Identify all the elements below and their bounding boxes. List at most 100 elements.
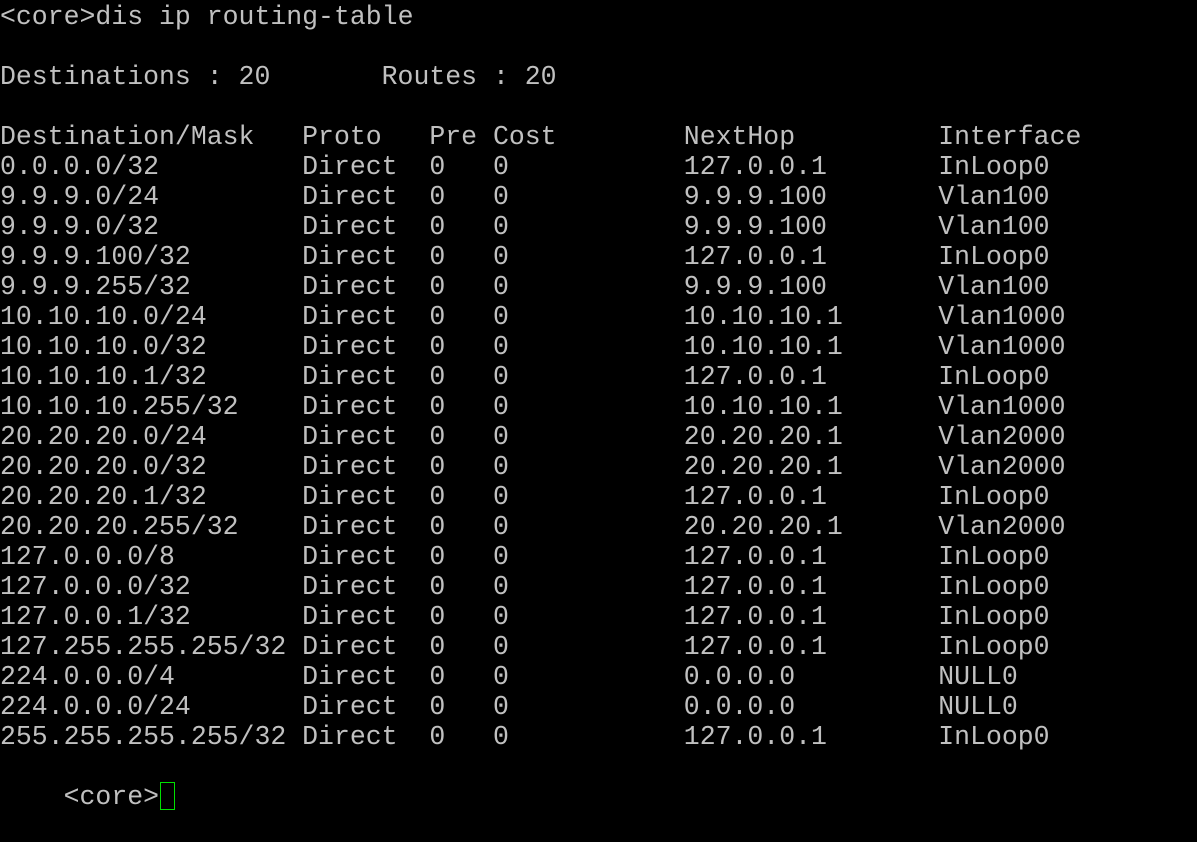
cell-proto: Direct xyxy=(302,362,398,392)
cell-interface: NULL0 xyxy=(938,692,1018,722)
cell-nexthop: 127.0.0.1 xyxy=(683,482,827,512)
destinations-count: Destinations : 20 xyxy=(0,62,271,92)
cell-proto: Direct xyxy=(302,212,398,242)
cell-proto: Direct xyxy=(302,602,398,632)
cell-interface: InLoop0 xyxy=(938,722,1050,752)
cell-interface: InLoop0 xyxy=(938,572,1050,602)
cell-pre: 0 xyxy=(429,332,446,362)
cell-pre: 0 xyxy=(429,632,446,662)
table-header: Destination/Mask Proto Pre Cost NextHop … xyxy=(0,122,1197,152)
table-row: 0.0.0.0/32 Direct 0 0 127.0.0.1 InLoop0 xyxy=(0,152,1197,182)
cell-nexthop: 127.0.0.1 xyxy=(683,632,827,662)
cell-cost: 0 xyxy=(492,212,509,242)
cell-cost: 0 xyxy=(492,542,509,572)
cell-nexthop: 10.10.10.1 xyxy=(683,302,843,332)
command-line: <core>dis ip routing-table xyxy=(0,2,414,32)
cell-interface: Vlan1000 xyxy=(938,392,1066,422)
table-row: 9.9.9.0/32 Direct 0 0 9.9.9.100 Vlan100 xyxy=(0,212,1197,242)
cell-interface: InLoop0 xyxy=(938,482,1050,512)
table-row: 20.20.20.0/32 Direct 0 0 20.20.20.1 Vlan2000 xyxy=(0,452,1197,482)
cell-nexthop: 20.20.20.1 xyxy=(683,512,843,542)
cell-interface: InLoop0 xyxy=(938,542,1050,572)
cell-destination: 20.20.20.0/24 xyxy=(0,422,207,452)
cell-nexthop: 10.10.10.1 xyxy=(683,332,843,362)
table-row: 20.20.20.255/32 Direct 0 0 20.20.20.1 Vlan200… xyxy=(0,512,1197,542)
cell-cost: 0 xyxy=(492,242,509,272)
cell-nexthop: 20.20.20.1 xyxy=(683,422,843,452)
table-row: 9.9.9.255/32 Direct 0 0 9.9.9.100 Vlan100 xyxy=(0,272,1197,302)
prompt: <core> xyxy=(63,782,160,812)
cell-nexthop: 127.0.0.1 xyxy=(683,242,827,272)
summary-line: Destinations : 20 Routes : 20 xyxy=(0,62,1197,92)
table-row: 224.0.0.0/24 Direct 0 0 0.0.0.0 NULL0 xyxy=(0,692,1197,722)
cell-destination: 127.255.255.255/32 xyxy=(0,632,287,662)
cell-interface: Vlan2000 xyxy=(938,452,1066,482)
cursor xyxy=(160,782,176,810)
cell-proto: Direct xyxy=(302,242,398,272)
cell-destination: 10.10.10.0/32 xyxy=(0,332,207,362)
cell-nexthop: 127.0.0.1 xyxy=(683,572,827,602)
cell-cost: 0 xyxy=(492,512,509,542)
cell-nexthop: 9.9.9.100 xyxy=(683,272,827,302)
prompt-line[interactable]: <core> xyxy=(0,752,1197,812)
cell-cost: 0 xyxy=(492,392,509,422)
cell-cost: 0 xyxy=(492,332,509,362)
cell-destination: 0.0.0.0/32 xyxy=(0,152,160,182)
cell-pre: 0 xyxy=(429,212,446,242)
cell-nexthop: 127.0.0.1 xyxy=(683,362,827,392)
cell-proto: Direct xyxy=(302,722,398,752)
cell-nexthop: 127.0.0.1 xyxy=(683,602,827,632)
table-row: 20.20.20.1/32 Direct 0 0 127.0.0.1 InLoop0 xyxy=(0,482,1197,512)
cell-interface: Vlan1000 xyxy=(938,332,1066,362)
cell-destination: 127.0.0.0/8 xyxy=(0,542,175,572)
cell-pre: 0 xyxy=(429,272,446,302)
cell-interface: Vlan2000 xyxy=(938,512,1066,542)
table-row: 10.10.10.0/32 Direct 0 0 10.10.10.1 Vlan1000 xyxy=(0,332,1197,362)
cell-pre: 0 xyxy=(429,512,446,542)
cell-cost: 0 xyxy=(492,272,509,302)
cell-interface: Vlan100 xyxy=(938,212,1050,242)
table-row: 9.9.9.100/32 Direct 0 0 127.0.0.1 InLoop0 xyxy=(0,242,1197,272)
cell-pre: 0 xyxy=(429,362,446,392)
cell-cost: 0 xyxy=(492,632,509,662)
cell-proto: Direct xyxy=(302,332,398,362)
cell-nexthop: 127.0.0.1 xyxy=(683,152,827,182)
cell-destination: 20.20.20.0/32 xyxy=(0,452,207,482)
cell-pre: 0 xyxy=(429,152,446,182)
table-row: 127.255.255.255/32 Direct 0 0 127.0.0.1 InLoo… xyxy=(0,632,1197,662)
table-row: 10.10.10.0/24 Direct 0 0 10.10.10.1 Vlan1000 xyxy=(0,302,1197,332)
cell-destination: 20.20.20.1/32 xyxy=(0,482,207,512)
cell-interface: InLoop0 xyxy=(938,602,1050,632)
cell-pre: 0 xyxy=(429,482,446,512)
cell-destination: 20.20.20.255/32 xyxy=(0,512,239,542)
table-row: 224.0.0.0/4 Direct 0 0 0.0.0.0 NULL0 xyxy=(0,662,1197,692)
cell-nexthop: 127.0.0.1 xyxy=(683,542,827,572)
cell-cost: 0 xyxy=(492,482,509,512)
cell-nexthop: 10.10.10.1 xyxy=(683,392,843,422)
cell-pre: 0 xyxy=(429,452,446,482)
cell-proto: Direct xyxy=(302,392,398,422)
cell-cost: 0 xyxy=(492,182,509,212)
cell-destination: 9.9.9.0/32 xyxy=(0,212,160,242)
cell-nexthop: 9.9.9.100 xyxy=(683,212,827,242)
cell-pre: 0 xyxy=(429,542,446,572)
cell-cost: 0 xyxy=(492,302,509,332)
cell-destination: 127.0.0.1/32 xyxy=(0,602,191,632)
cell-proto: Direct xyxy=(302,542,398,572)
cell-nexthop: 0.0.0.0 xyxy=(683,662,796,692)
cell-pre: 0 xyxy=(429,422,446,452)
table-row: 9.9.9.0/24 Direct 0 0 9.9.9.100 Vlan100 xyxy=(0,182,1197,212)
cell-destination: 10.10.10.255/32 xyxy=(0,392,239,422)
cell-destination: 10.10.10.1/32 xyxy=(0,362,207,392)
table-row: 255.255.255.255/32 Direct 0 0 127.0.0.1 InLoo… xyxy=(0,722,1197,752)
cell-cost: 0 xyxy=(492,452,509,482)
cell-destination: 255.255.255.255/32 xyxy=(0,722,287,752)
cell-interface: NULL0 xyxy=(938,662,1018,692)
cell-proto: Direct xyxy=(302,662,398,692)
cell-pre: 0 xyxy=(429,722,446,752)
routes-count: Routes : 20 xyxy=(381,62,557,92)
cell-proto: Direct xyxy=(302,272,398,302)
cell-pre: 0 xyxy=(429,602,446,632)
cell-pre: 0 xyxy=(429,242,446,272)
cell-nexthop: 20.20.20.1 xyxy=(683,452,843,482)
